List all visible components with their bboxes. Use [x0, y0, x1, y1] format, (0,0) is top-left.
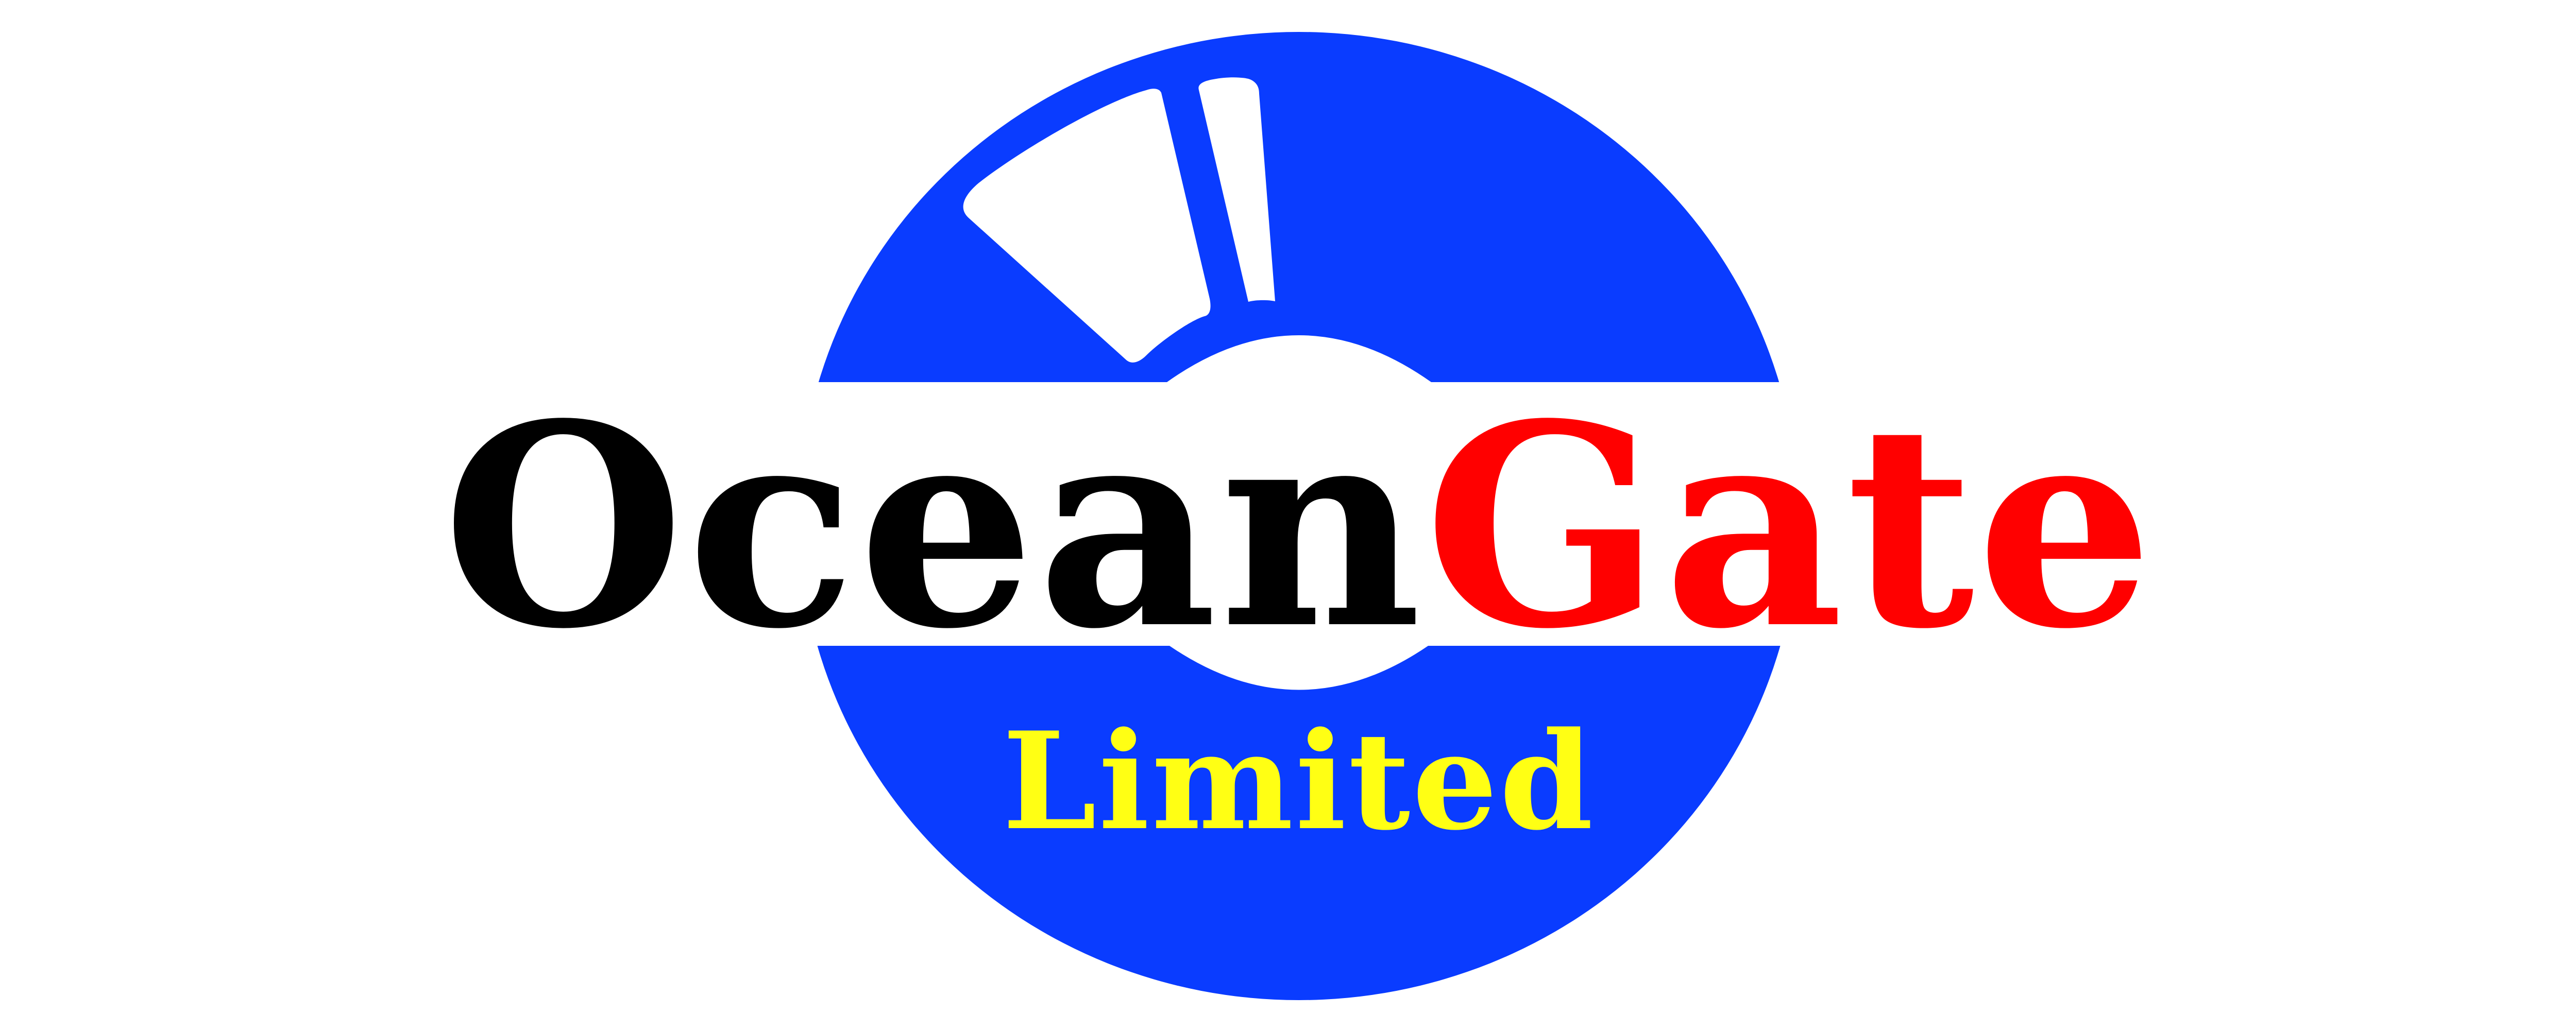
tagline: Limited [1003, 703, 1596, 860]
porthole-top-edge [1167, 335, 1431, 382]
searchlight-beams-icon [963, 77, 1275, 363]
blue-disc-bottom [817, 646, 1781, 1000]
brand-name-gate: Gate [1424, 364, 2156, 690]
brand-name-ocean: Ocean [442, 364, 1423, 690]
brand-name: OceanGate [442, 364, 2155, 690]
porthole-bottom-edge [1170, 646, 1428, 690]
